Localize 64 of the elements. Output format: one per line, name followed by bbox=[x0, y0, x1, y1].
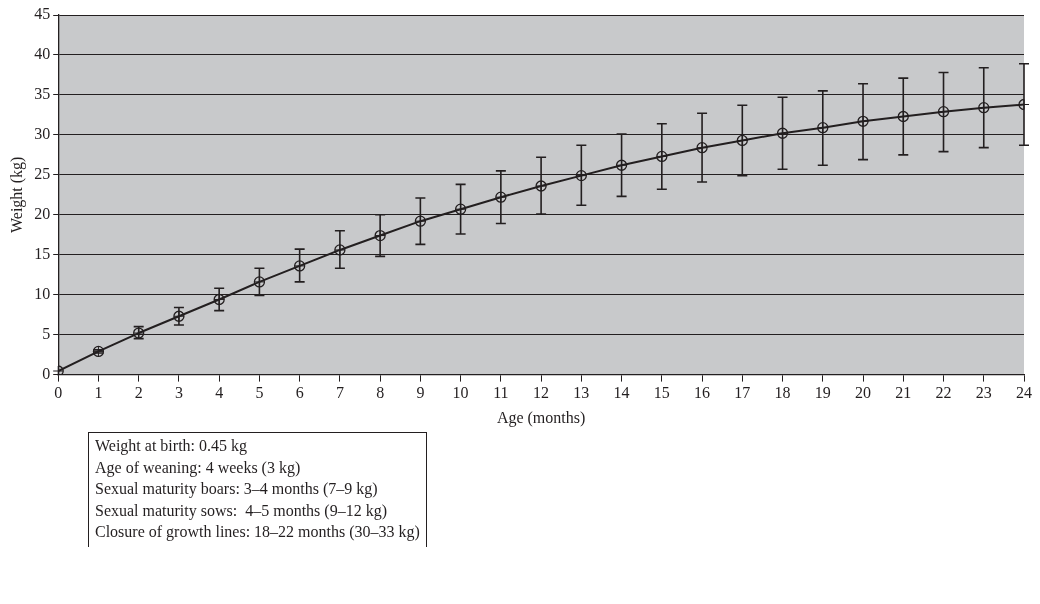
x-tick-label: 13 bbox=[573, 384, 590, 402]
point bbox=[615, 159, 628, 171]
text: Sexual maturity sows: 4–5 months (9–12 kg) bbox=[95, 500, 388, 521]
point bbox=[173, 310, 185, 322]
x-tick-label: 5 bbox=[255, 384, 264, 402]
y-tick-label: 30 bbox=[34, 125, 51, 143]
x-tick-label: 14 bbox=[613, 384, 630, 402]
point bbox=[656, 150, 668, 163]
y-tick-label: 45 bbox=[34, 5, 51, 23]
y-tick-label: 20 bbox=[34, 204, 51, 222]
x-tick-label: 22 bbox=[935, 384, 952, 402]
x-tick-label: 21 bbox=[895, 384, 912, 402]
x-tick-label: 18 bbox=[774, 384, 791, 402]
x-tick-label: 15 bbox=[653, 384, 670, 402]
y-tick-label: 35 bbox=[34, 85, 51, 103]
x-tick-label: 10 bbox=[452, 384, 469, 402]
y-tick-label: 0 bbox=[42, 364, 51, 382]
x-tick-label: 20 bbox=[855, 384, 872, 402]
point bbox=[696, 142, 708, 154]
x-tick-label: 24 bbox=[1016, 384, 1032, 402]
point bbox=[535, 180, 547, 192]
x-tick-label: 19 bbox=[814, 384, 831, 402]
x-tick-label: 7 bbox=[335, 384, 344, 402]
x-tick-label: 4 bbox=[215, 384, 224, 402]
x-tick-label: 12 bbox=[533, 384, 550, 402]
y-tick-label: 5 bbox=[42, 324, 51, 342]
point bbox=[817, 122, 829, 134]
x-tick-label: 8 bbox=[376, 384, 385, 402]
x-tick-label: 23 bbox=[975, 384, 992, 402]
point bbox=[495, 191, 507, 203]
y-tick-label: 15 bbox=[34, 244, 51, 262]
point bbox=[294, 260, 306, 272]
point bbox=[454, 203, 467, 215]
point bbox=[92, 345, 105, 358]
point bbox=[253, 276, 266, 288]
text: Age of weaning: 4 weeks (3 kg) bbox=[95, 457, 302, 478]
point bbox=[857, 115, 869, 127]
point bbox=[575, 169, 587, 182]
x-tick-label: 0 bbox=[54, 384, 63, 402]
point bbox=[374, 229, 386, 242]
point bbox=[776, 127, 789, 139]
y-tick-label: 25 bbox=[34, 165, 51, 183]
x-tick-label: 2 bbox=[134, 384, 143, 402]
x-axis-title: Age (months) bbox=[496, 408, 586, 427]
point bbox=[978, 102, 990, 114]
y-tick-label: 40 bbox=[34, 45, 51, 63]
x-tick-label: 11 bbox=[493, 384, 509, 402]
point bbox=[937, 106, 950, 118]
text: Closure of growth lines: 18–22 months (30–33 kg) bbox=[95, 522, 420, 543]
y-axis-title: Weight (kg) bbox=[7, 156, 26, 234]
x-tick-label: 6 bbox=[295, 384, 304, 402]
point bbox=[334, 244, 346, 256]
text: Sexual maturity boars: 3–4 months (7–9 kg) bbox=[95, 479, 379, 500]
x-tick-label: 17 bbox=[734, 384, 751, 402]
point bbox=[897, 110, 909, 123]
y-tick-label: 10 bbox=[34, 284, 51, 302]
x-tick-label: 16 bbox=[694, 384, 711, 402]
point bbox=[736, 134, 748, 147]
text: Weight at birth: 0.45 kg bbox=[95, 436, 249, 457]
x-tick-label: 9 bbox=[416, 384, 425, 402]
point bbox=[213, 293, 225, 306]
x-tick-label: 3 bbox=[174, 384, 183, 402]
point bbox=[414, 215, 427, 227]
x-tick-label: 1 bbox=[94, 384, 103, 402]
